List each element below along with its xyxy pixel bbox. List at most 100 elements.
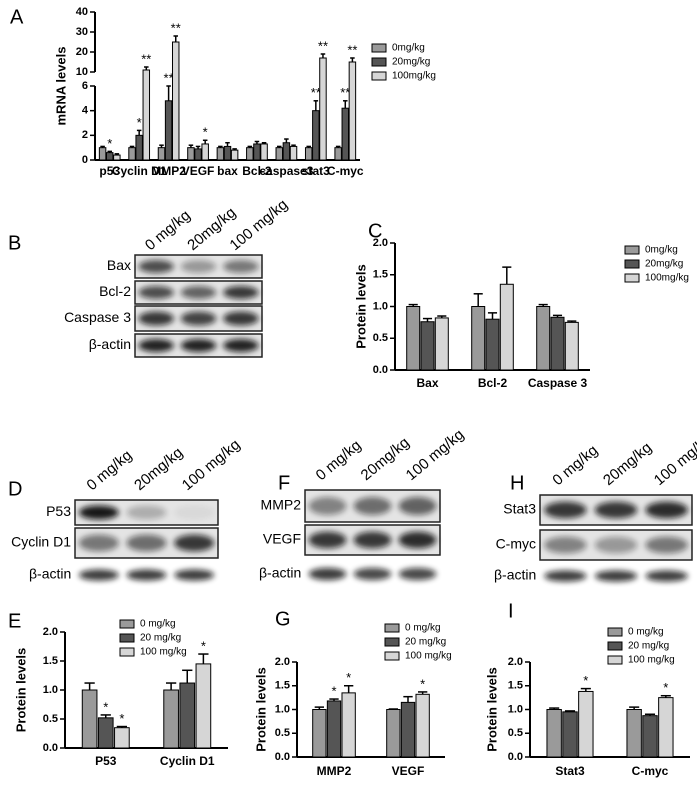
error-bar (644, 713, 656, 716)
lane-label: 100 mg/kg (179, 436, 244, 494)
bar (304, 147, 313, 161)
bar (485, 318, 500, 371)
legend-swatch (371, 43, 387, 53)
bar (562, 711, 578, 758)
bar (550, 316, 565, 371)
blot-band (645, 570, 688, 582)
y-tick-label: 1.5 (275, 680, 290, 692)
x-tick-label: Stat3 (555, 764, 585, 778)
significance-mark: ** (164, 70, 174, 85)
legend-label: 100mg/kg (645, 273, 689, 284)
error-bar (306, 145, 311, 148)
blot-band (174, 534, 215, 552)
blot-band (398, 497, 437, 515)
lane-label: 100 mg/kg (227, 196, 292, 254)
error-bar (437, 315, 447, 318)
error-bar (100, 145, 105, 148)
row-label: β-actin (494, 567, 536, 583)
y-tick-label: 0.0 (373, 364, 388, 376)
blot-band (544, 570, 587, 582)
x-tick-label: caspase3 (259, 164, 313, 178)
y-tick-label: 2 (82, 129, 88, 141)
blot-band (223, 260, 259, 273)
lane-label: 20mg/kg (358, 434, 413, 484)
error-bar (284, 138, 289, 143)
bar (97, 717, 114, 749)
y-tick-label: 0.0 (275, 751, 290, 763)
bar (341, 107, 350, 161)
error-bar (329, 698, 339, 701)
legend-label: 0 mg/kg (628, 627, 664, 638)
bar (163, 689, 179, 749)
error-bar (261, 141, 267, 144)
x-tick-label: C-myc (327, 164, 364, 178)
error-bar (408, 303, 418, 307)
x-tick-label: VEGF (392, 764, 425, 778)
legend-swatch (624, 245, 640, 255)
x-tick-label: p53 (99, 164, 120, 178)
error-bar (225, 141, 230, 147)
blot-band (138, 339, 174, 352)
bar (400, 701, 416, 758)
legend-label: 0mg/kg (645, 245, 678, 256)
legend-swatch (384, 623, 400, 633)
blot-band (180, 339, 217, 352)
blot-band (180, 286, 217, 299)
significance-mark: ** (318, 38, 328, 53)
y-tick-label: 1.0 (43, 684, 58, 696)
error-bar (314, 706, 325, 710)
blot-band (594, 536, 638, 554)
lane-label: 20mg/kg (131, 444, 186, 494)
row-label: Caspase 3 (64, 309, 131, 325)
bar (386, 709, 401, 758)
y-tick-label: 0.5 (43, 713, 58, 725)
legend-label: 0mg/kg (392, 43, 425, 54)
row-label: Bax (107, 257, 131, 273)
error-bar (247, 145, 253, 148)
bar (179, 682, 196, 749)
y-tick-label: 20 (76, 46, 88, 58)
bar (312, 709, 327, 758)
legend-label: 20mg/kg (645, 259, 683, 270)
y-tick-label: 1.5 (508, 680, 523, 692)
error-bar (487, 312, 498, 320)
error-bar (403, 695, 413, 703)
x-tick-label: Cyclin D1 (160, 754, 215, 768)
y-tick-label: 4 (82, 105, 89, 117)
blot-band (180, 311, 217, 326)
blot-band (544, 536, 587, 554)
error-bar (129, 145, 135, 148)
significance-mark: ** (141, 51, 151, 66)
blot-band (308, 567, 347, 581)
legend-swatch (624, 273, 640, 283)
bar (499, 283, 514, 371)
bar (135, 134, 143, 161)
error-bar (549, 707, 560, 710)
blot-band (78, 534, 119, 552)
bar (164, 100, 173, 161)
error-bar (350, 57, 355, 62)
lane-label: 0 mg/kg (142, 207, 194, 254)
blot-band (78, 569, 119, 581)
error-bar (84, 682, 95, 690)
bar (319, 57, 327, 161)
bar (406, 306, 421, 371)
panel-label: C (368, 220, 382, 242)
y-tick-label: 1.0 (508, 703, 523, 715)
y-tick-label: 1.5 (43, 655, 58, 667)
blot-band (126, 505, 167, 520)
bar (113, 154, 121, 161)
blot-band (174, 505, 215, 520)
bar (564, 321, 579, 371)
blot-band (353, 531, 392, 549)
y-tick-label: 2.0 (275, 656, 290, 668)
significance-mark: * (346, 670, 351, 685)
error-bar (254, 140, 260, 144)
row-label: C-myc (496, 536, 536, 552)
legend-swatch (119, 647, 135, 657)
blot-band (594, 501, 638, 519)
error-bar (335, 145, 341, 148)
panel-label: D (8, 478, 22, 500)
bar (546, 709, 562, 758)
error-bar (417, 691, 428, 695)
